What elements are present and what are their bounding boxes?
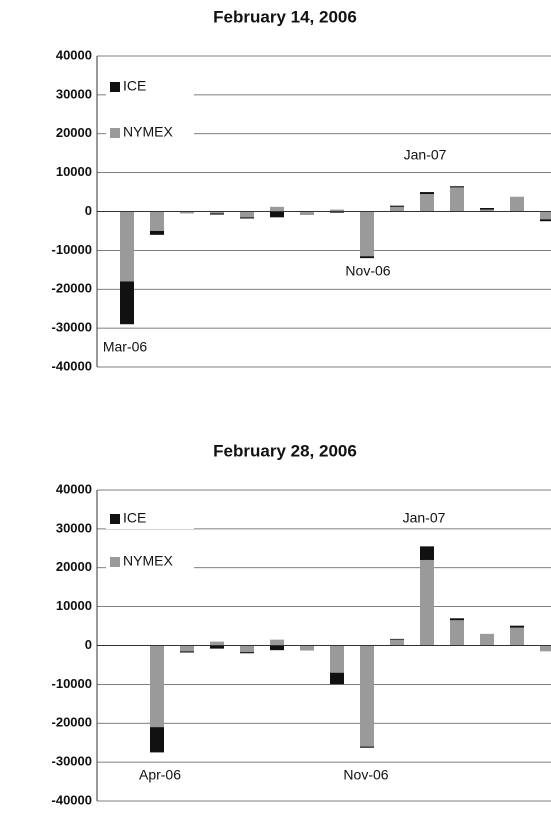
- bar: [510, 626, 524, 628]
- bar: [390, 206, 404, 207]
- bar: [120, 212, 134, 282]
- bar: [150, 212, 164, 231]
- bar: [390, 207, 404, 212]
- bar: [240, 212, 254, 218]
- bar: [120, 281, 134, 324]
- y-tick-label: 0: [85, 637, 92, 652]
- legend-swatch: [110, 82, 120, 92]
- y-tick-label: 40000: [56, 481, 92, 496]
- y-tick-label: 30000: [56, 520, 92, 535]
- bar: [330, 646, 344, 673]
- bar: [510, 197, 524, 212]
- bar: [210, 642, 224, 646]
- legend-label: NYMEX: [123, 553, 173, 569]
- bar: [540, 646, 551, 652]
- bar: [480, 634, 494, 646]
- bar: [540, 219, 551, 221]
- bar: [270, 640, 284, 646]
- y-tick-label: -20000: [52, 715, 92, 730]
- bar: [390, 639, 404, 640]
- bar: [180, 646, 194, 652]
- y-tick-label: -30000: [52, 320, 92, 335]
- legend-swatch: [110, 557, 120, 567]
- annotation: Jan-07: [404, 147, 447, 163]
- bar: [390, 640, 404, 646]
- y-tick-label: -40000: [52, 358, 92, 373]
- y-tick-label: -20000: [52, 281, 92, 296]
- y-tick-label: 20000: [56, 125, 92, 140]
- annotation: Mar-06: [103, 339, 148, 355]
- legend-label: ICE: [123, 510, 146, 526]
- y-tick-label: -40000: [52, 792, 92, 807]
- annotation: Jan-07: [403, 510, 446, 526]
- bar: [420, 192, 434, 194]
- bar: [150, 727, 164, 752]
- bar: [450, 618, 464, 620]
- y-tick-label: 10000: [56, 164, 92, 179]
- legend-swatch: [110, 128, 120, 138]
- bar: [360, 256, 374, 258]
- bar: [450, 186, 464, 187]
- bar: [360, 646, 374, 747]
- y-tick-label: 0: [85, 203, 92, 218]
- bar: [510, 628, 524, 646]
- bar: [480, 208, 494, 210]
- bar: [150, 646, 164, 728]
- bar: [270, 207, 284, 212]
- y-tick-label: -10000: [52, 676, 92, 691]
- bar: [330, 673, 344, 685]
- y-tick-label: -30000: [52, 754, 92, 769]
- bar: [180, 651, 194, 652]
- bar: [360, 747, 374, 748]
- bar: [240, 217, 254, 218]
- bar: [420, 194, 434, 211]
- bar: [540, 212, 551, 220]
- y-tick-label: 30000: [56, 86, 92, 101]
- y-tick-label: 10000: [56, 598, 92, 613]
- bar: [210, 213, 224, 214]
- legend-label: ICE: [123, 78, 146, 94]
- bar: [270, 212, 284, 218]
- y-tick-label: 20000: [56, 559, 92, 574]
- bar: [450, 620, 464, 645]
- chart-title: February 28, 2006: [213, 441, 357, 460]
- bar: [240, 646, 254, 653]
- bar: [300, 646, 314, 651]
- bar: [240, 652, 254, 653]
- bar: [150, 231, 164, 235]
- annotation: Nov-06: [343, 767, 388, 783]
- y-tick-label: -10000: [52, 242, 92, 257]
- legend-swatch: [110, 514, 120, 524]
- bar: [360, 212, 374, 257]
- bar: [450, 187, 464, 211]
- chart-title: February 14, 2006: [213, 7, 357, 26]
- annotation: Apr-06: [139, 767, 181, 783]
- bar: [270, 646, 284, 651]
- y-tick-label: 40000: [56, 47, 92, 62]
- legend-label: NYMEX: [123, 124, 173, 140]
- annotation: Nov-06: [345, 263, 390, 279]
- bar: [420, 560, 434, 646]
- bar: [420, 546, 434, 560]
